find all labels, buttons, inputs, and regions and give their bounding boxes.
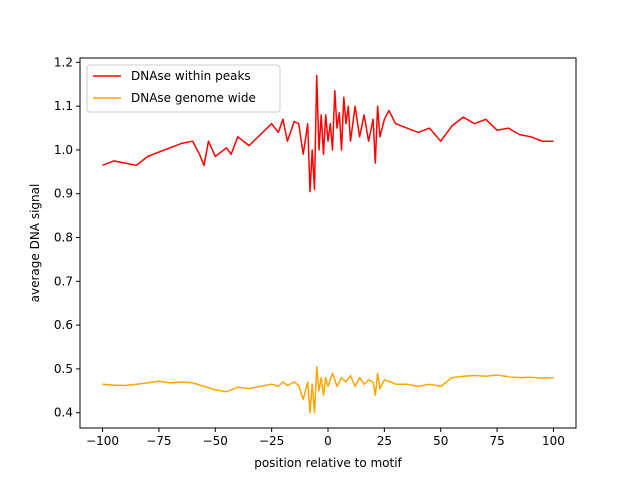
legend-label-peaks: DNAse within peaks [131,69,251,83]
x-axis-label: position relative to motif [254,456,402,470]
x-tick-label: −100 [86,434,119,448]
x-tick-label: 50 [433,434,448,448]
y-tick-label: 0.6 [54,318,73,332]
legend-box [86,64,281,113]
y-axis: 0.4 0.5 0.6 0.7 0.8 0.9 1.0 1.1 1.2 [54,55,80,420]
y-tick-label: 1.1 [54,99,73,113]
x-tick-label: −50 [203,434,228,448]
series-layer [102,74,554,414]
y-tick-label: 0.5 [54,362,73,376]
x-axis: −100 −75 −50 −25 0 25 50 75 100 [86,428,565,448]
y-tick-label: 0.4 [54,406,73,420]
series-line-genome [102,365,554,414]
legend-label-genome: DNAse genome wide [131,91,256,105]
x-tick-label: 75 [489,434,504,448]
y-axis-label: average DNA signal [28,184,42,303]
y-tick-label: 1.0 [54,143,73,157]
y-tick-label: 1.2 [54,55,73,69]
y-tick-label: 0.7 [54,274,73,288]
x-tick-label: 0 [324,434,332,448]
x-tick-label: 100 [542,434,565,448]
x-tick-label: 25 [377,434,392,448]
y-tick-label: 0.8 [54,231,73,245]
x-tick-label: −25 [259,434,284,448]
legend: DNAse within peaks DNAse genome wide [86,64,281,113]
y-tick-label: 0.9 [54,187,73,201]
series-line-peaks [102,74,554,193]
x-tick-label: −75 [146,434,171,448]
